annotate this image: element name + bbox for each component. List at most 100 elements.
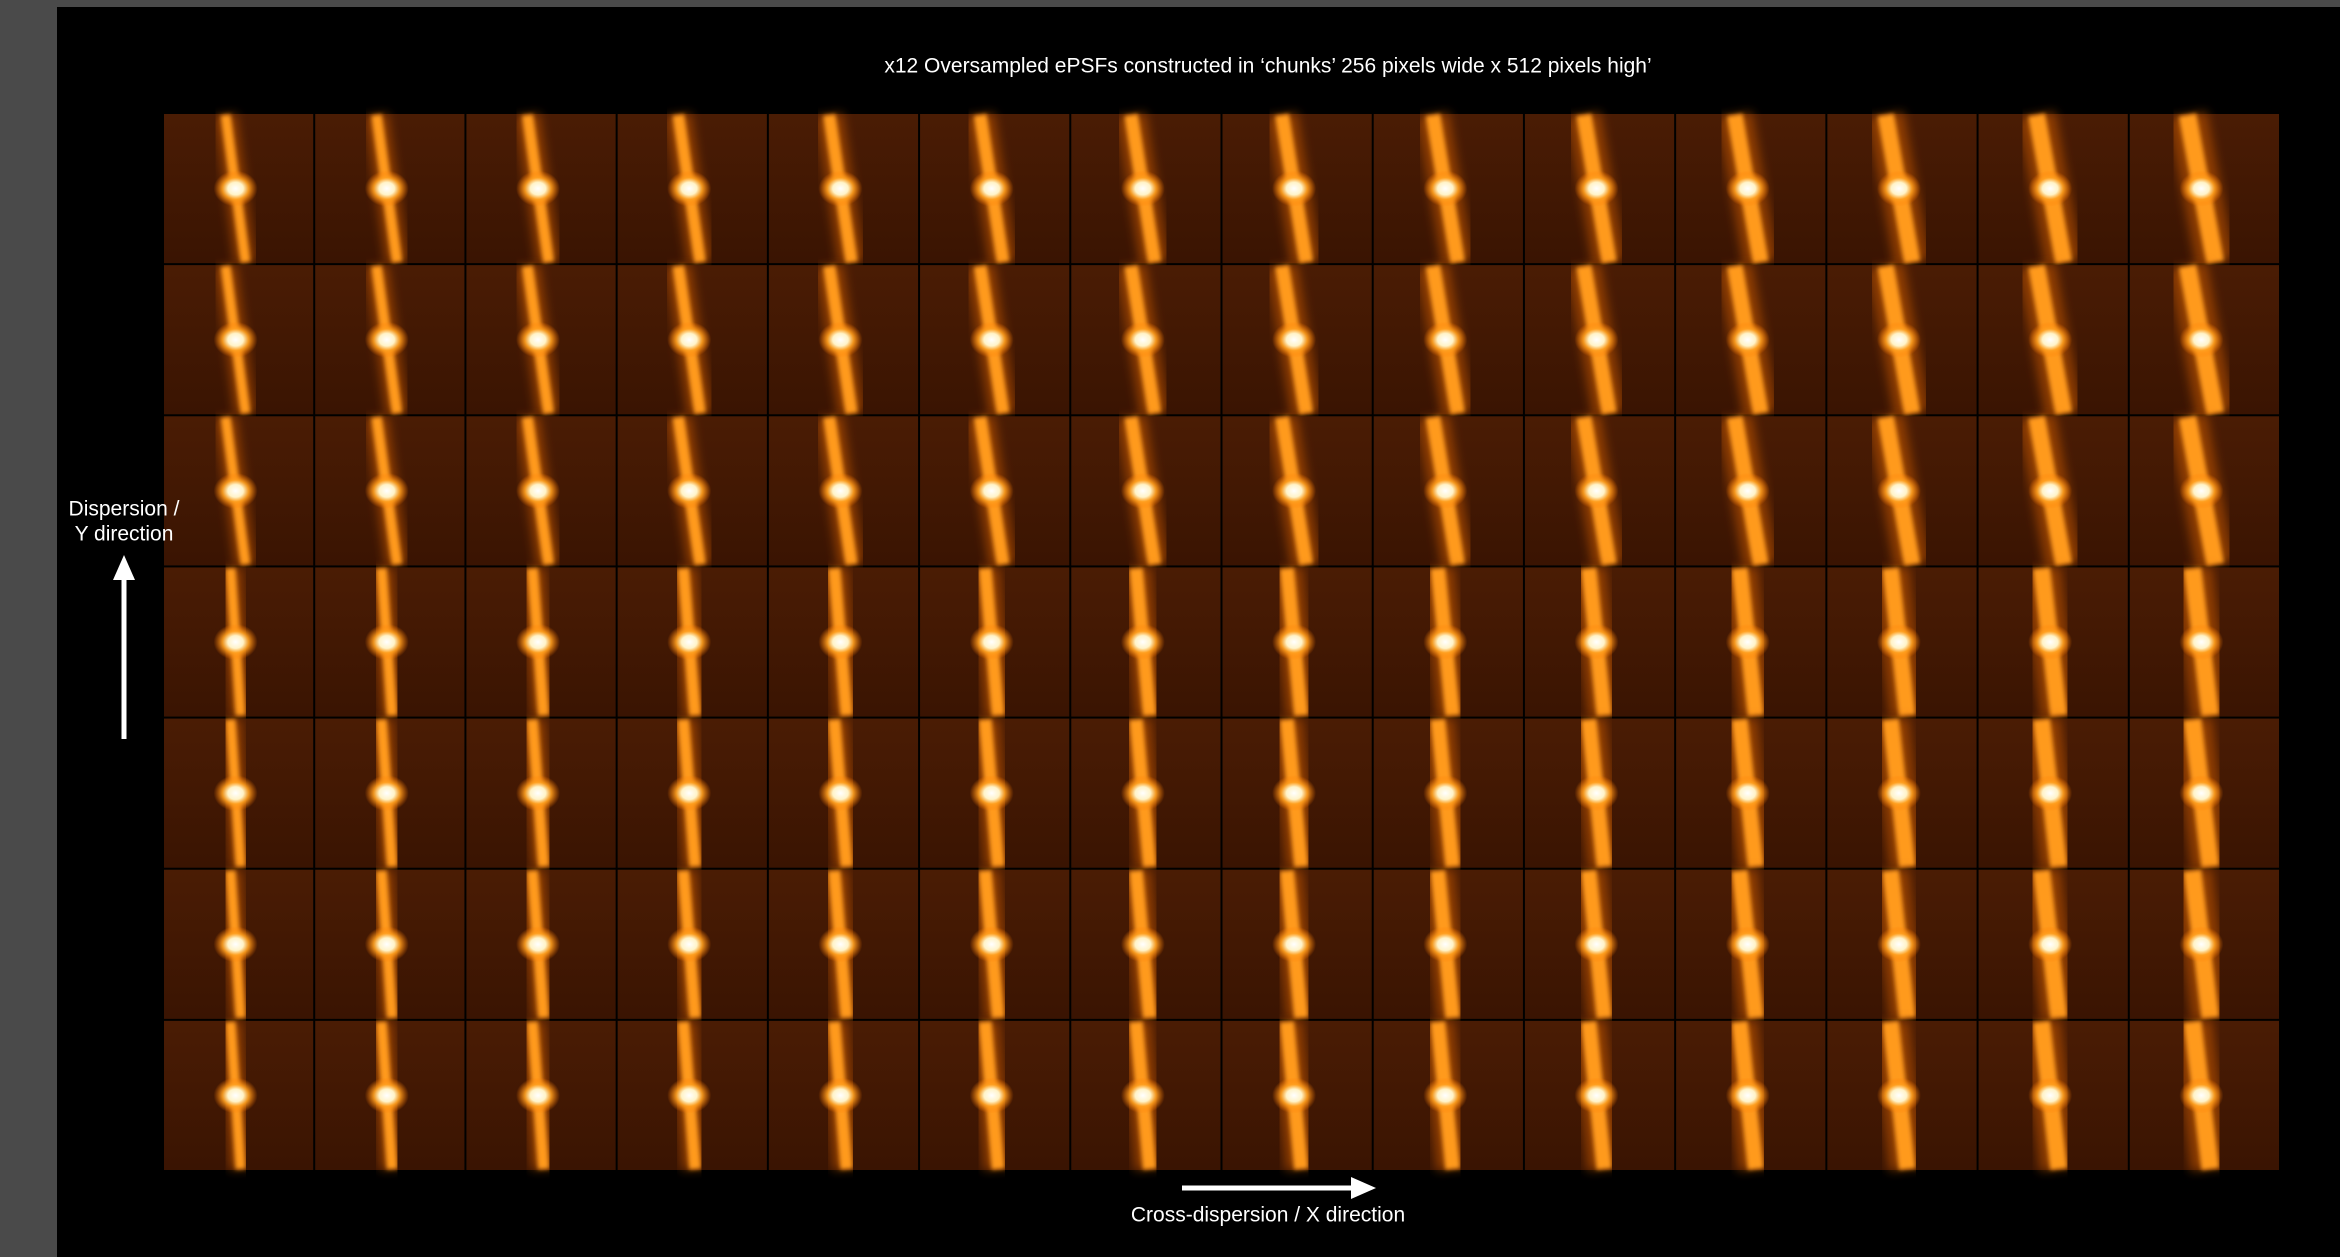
psf-core (2179, 322, 2223, 358)
psf-panel (1525, 416, 1674, 565)
psf-panel (1676, 416, 1825, 565)
figure-title: x12 Oversampled ePSFs constructed in ‘ch… (884, 55, 1651, 78)
psf-panel (1223, 416, 1372, 565)
psf-panel (1827, 114, 1976, 263)
psf-panel (315, 870, 464, 1019)
psf-panel (1827, 567, 1976, 716)
psf-core (1423, 926, 1467, 962)
psf-core (1877, 322, 1921, 358)
psf-panel (1676, 114, 1825, 263)
psf-panel (1071, 567, 1220, 716)
psf-grid (163, 113, 2280, 1171)
psf-panel (1525, 265, 1674, 414)
psf-panel (769, 567, 918, 716)
psf-core (2028, 473, 2072, 509)
psf-core (2179, 473, 2223, 509)
psf-core (516, 322, 560, 358)
psf-core (1877, 926, 1921, 962)
psf-panel (1071, 1021, 1220, 1170)
psf-panel (466, 870, 615, 1019)
psf-panel (1374, 870, 1523, 1019)
psf-core (516, 1077, 560, 1113)
psf-panel (1374, 416, 1523, 565)
psf-core (516, 473, 560, 509)
psf-core (1726, 322, 1770, 358)
psf-core (2028, 171, 2072, 207)
psf-core (1121, 322, 1165, 358)
psf-panel (618, 1021, 767, 1170)
psf-core (667, 473, 711, 509)
psf-panel (1979, 1021, 2128, 1170)
psf-core (970, 926, 1014, 962)
psf-core (667, 322, 711, 358)
psf-panel (618, 265, 767, 414)
psf-panel (618, 567, 767, 716)
psf-panel (1827, 719, 1976, 868)
psf-panel (1827, 870, 1976, 1019)
psf-panel (1525, 567, 1674, 716)
psf-panel (1827, 416, 1976, 565)
psf-core (1423, 322, 1467, 358)
psf-panel (920, 114, 1069, 263)
psf-core (970, 775, 1014, 811)
psf-panel (2130, 870, 2279, 1019)
psf-core (1575, 322, 1619, 358)
psf-core (667, 926, 711, 962)
psf-core (970, 1077, 1014, 1113)
psf-core (365, 926, 409, 962)
psf-core (2179, 775, 2223, 811)
psf-core (1877, 473, 1921, 509)
psf-core (365, 775, 409, 811)
psf-panel (1827, 265, 1976, 414)
psf-panel (1676, 265, 1825, 414)
psf-core (1121, 1077, 1165, 1113)
psf-core (1272, 624, 1316, 660)
psf-core (1877, 171, 1921, 207)
figure: x12 Oversampled ePSFs constructed in ‘ch… (0, 0, 2340, 1257)
psf-core (1272, 171, 1316, 207)
psf-core (667, 171, 711, 207)
psf-panel (315, 719, 464, 868)
psf-panel (769, 870, 918, 1019)
psf-core (1575, 1077, 1619, 1113)
psf-panel (2130, 567, 2279, 716)
psf-panel (315, 567, 464, 716)
psf-core (818, 624, 862, 660)
psf-panel (1374, 719, 1523, 868)
psf-panel (1979, 870, 2128, 1019)
psf-panel (315, 416, 464, 565)
psf-panel (1223, 567, 1372, 716)
psf-panel (1827, 1021, 1976, 1170)
psf-panel (1979, 719, 2128, 868)
psf-core (214, 171, 258, 207)
psf-core (1423, 1077, 1467, 1113)
psf-core (1423, 624, 1467, 660)
psf-core (1575, 624, 1619, 660)
psf-panel (920, 719, 1069, 868)
psf-core (1726, 775, 1770, 811)
psf-panel (1374, 567, 1523, 716)
psf-core (2028, 624, 2072, 660)
psf-core (1575, 926, 1619, 962)
psf-panel (1223, 719, 1372, 868)
psf-core (365, 473, 409, 509)
psf-panel (1071, 719, 1220, 868)
psf-core (667, 775, 711, 811)
psf-panel (1525, 114, 1674, 263)
psf-panel (315, 1021, 464, 1170)
psf-panel (920, 567, 1069, 716)
psf-core (365, 624, 409, 660)
psf-panel (618, 719, 767, 868)
psf-panel (1979, 416, 2128, 565)
psf-core (1272, 775, 1316, 811)
psf-panel (164, 114, 313, 263)
psf-panel (2130, 265, 2279, 414)
psf-core (1726, 473, 1770, 509)
psf-core (1575, 171, 1619, 207)
psf-core (667, 624, 711, 660)
psf-core (2028, 775, 2072, 811)
psf-core (1575, 473, 1619, 509)
psf-panel (1525, 1021, 1674, 1170)
psf-panel (618, 870, 767, 1019)
psf-core (1272, 322, 1316, 358)
